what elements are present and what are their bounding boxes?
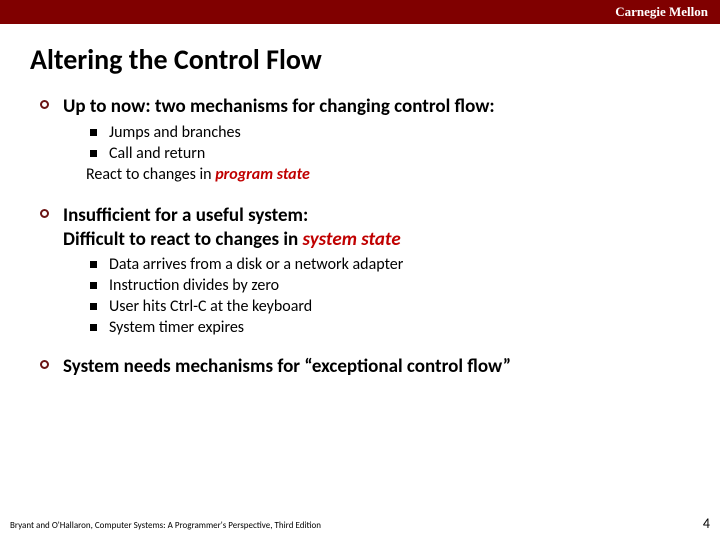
bullet-level2: User hits Ctrl-C at the keyboard	[90, 297, 684, 316]
footer: Bryant and O'Hallaron, Computer Systems:…	[10, 515, 710, 532]
square-bullet-icon	[90, 282, 97, 289]
sub-bullet-text: Call and return	[109, 144, 205, 163]
square-bullet-icon	[90, 129, 97, 136]
bullet-level2: Jumps and branches	[90, 123, 684, 142]
bullet-level2: System timer expires	[90, 318, 684, 337]
bullet-line2-prefix: Difficult to react to changes in	[63, 228, 303, 251]
bullet-level1: System needs mechanisms for “exceptional…	[40, 355, 684, 379]
bullet-line1: Insufficient for a useful system:	[63, 204, 308, 227]
bullet-text: System needs mechanisms for “exceptional…	[63, 355, 511, 379]
sub-bullet-text: Jumps and branches	[109, 123, 241, 142]
sub-bullet-text: Instruction divides by zero	[109, 276, 279, 295]
square-bullet-icon	[90, 303, 97, 310]
bullet-level2: Instruction divides by zero	[90, 276, 684, 295]
square-bullet-icon	[90, 324, 97, 331]
slide-content: Up to now: two mechanisms for changing c…	[0, 77, 720, 379]
bullet-text: Up to now: two mechanisms for changing c…	[63, 95, 495, 119]
sub-bullet-text: System timer expires	[109, 318, 244, 337]
slide-title: Altering the Control Flow	[0, 24, 720, 77]
header-branding: Carnegie Mellon	[615, 4, 708, 19]
sub-block: Jumps and branches Call and return React…	[90, 123, 684, 184]
bullet-level2: Call and return	[90, 144, 684, 163]
circle-bullet-icon	[40, 100, 49, 109]
page-number: 4	[703, 515, 710, 532]
bullet-line2-emphasis: system state	[303, 228, 401, 251]
tail-emphasis: program state	[215, 165, 310, 184]
square-bullet-icon	[90, 150, 97, 157]
sub-bullet-text: Data arrives from a disk or a network ad…	[109, 255, 403, 274]
sub-block: Data arrives from a disk or a network ad…	[90, 255, 684, 337]
tail-line: React to changes in program state	[86, 165, 684, 184]
tail-prefix: React to changes in	[86, 165, 215, 184]
footer-citation: Bryant and O'Hallaron, Computer Systems:…	[10, 520, 321, 531]
bullet-level2: Data arrives from a disk or a network ad…	[90, 255, 684, 274]
bullet-level1: Up to now: two mechanisms for changing c…	[40, 95, 684, 119]
bullet-level1: Insufficient for a useful system: Diffic…	[40, 204, 684, 252]
header-bar: Carnegie Mellon	[0, 0, 720, 24]
bullet-text: Insufficient for a useful system: Diffic…	[63, 204, 401, 252]
sub-bullet-text: User hits Ctrl-C at the keyboard	[109, 297, 312, 316]
square-bullet-icon	[90, 261, 97, 268]
circle-bullet-icon	[40, 360, 49, 369]
circle-bullet-icon	[40, 209, 49, 218]
